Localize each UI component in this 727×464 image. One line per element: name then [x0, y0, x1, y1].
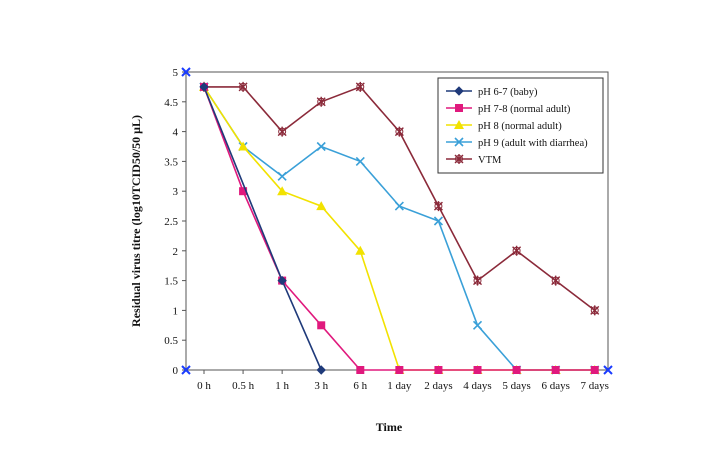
x-tick-label: 6 days [541, 380, 569, 392]
x-tick-label: 0 h [197, 380, 211, 392]
data-point-ring [434, 202, 443, 211]
data-point [355, 245, 366, 255]
y-tick-label: 0.5 [164, 335, 178, 347]
data-point [317, 321, 326, 330]
legend-marker [454, 137, 464, 147]
data-point [512, 366, 521, 374]
data-point [355, 156, 365, 166]
x-axis-title: Time [376, 420, 403, 434]
data-point [316, 201, 327, 211]
legend-marker [454, 86, 464, 96]
data-point [199, 82, 209, 92]
series-line [203, 86, 322, 371]
y-tick-label: 1.5 [164, 276, 178, 288]
x-tick-label: 1 h [275, 380, 289, 392]
data-point [433, 216, 444, 226]
y-axis-title: Residual virus titre (log10TCID50/50 μL) [129, 115, 143, 327]
y-tick-label: 3.5 [164, 156, 178, 168]
data-point-ring [317, 97, 326, 106]
y-tick-label: 3 [173, 186, 179, 198]
legend-item: VTM [446, 154, 502, 166]
legend-marker [454, 120, 464, 129]
corner-marker [181, 67, 191, 77]
x-tick-label: 3 h [314, 380, 328, 392]
data-point [472, 320, 483, 330]
data-point [356, 366, 365, 374]
x-tick-label: 2 days [424, 380, 452, 392]
data-point [277, 186, 288, 196]
legend-label: VTM [478, 155, 502, 166]
data-point [395, 366, 404, 374]
x-tick-label: 4 days [463, 380, 491, 392]
y-tick-label: 2.5 [164, 216, 178, 228]
y-tick-label: 4 [173, 127, 179, 139]
data-point [394, 201, 404, 211]
legend-marker [455, 104, 463, 112]
series-group [199, 81, 600, 375]
legend-marker-ring [455, 155, 463, 163]
legend-item: pH 6-7 (baby) [446, 86, 538, 98]
x-tick-label: 6 h [353, 380, 367, 392]
series-0 [199, 82, 326, 375]
data-point-ring [356, 82, 365, 91]
legend-label: pH 7-8 (normal adult) [478, 104, 571, 115]
data-point-ring [395, 127, 404, 136]
x-tick-label: 0.5 h [232, 380, 255, 392]
data-point-ring [590, 306, 599, 315]
data-point-ring [512, 246, 521, 255]
data-point-ring [551, 276, 560, 285]
data-point [434, 366, 443, 374]
data-point [277, 171, 287, 181]
data-point-ring [278, 127, 287, 136]
legend-item: pH 7-8 (normal adult) [446, 104, 571, 115]
data-point [239, 187, 248, 196]
y-tick-label: 4.5 [164, 97, 178, 109]
legend-label: pH 8 (normal adult) [478, 121, 562, 132]
legend-label: pH 6-7 (baby) [478, 87, 538, 98]
corner-marker [603, 365, 613, 375]
y-tick-label: 0 [173, 365, 179, 377]
y-tick-label: 1 [173, 305, 179, 317]
x-tick-label: 5 days [502, 380, 530, 392]
legend-item: pH 9 (adult with diarrhea) [446, 137, 588, 149]
y-tick-label: 2 [173, 246, 179, 258]
legend-item: pH 8 (normal adult) [446, 120, 562, 132]
data-point [277, 275, 287, 286]
data-point [316, 141, 326, 152]
data-point-ring [473, 276, 482, 285]
data-point [316, 365, 326, 375]
data-point [238, 141, 249, 151]
data-point [551, 366, 560, 374]
x-tick-label: 7 days [581, 380, 609, 392]
data-point-ring [239, 82, 248, 91]
x-tick-label: 1 day [387, 380, 412, 392]
legend: pH 6-7 (baby) pH 7-8 (normal adult) pH 8 (… [437, 77, 604, 174]
data-point [473, 366, 482, 374]
y-tick-label: 5 [173, 67, 179, 79]
corner-marker [181, 365, 191, 375]
data-point [590, 366, 599, 374]
legend-label: pH 9 (adult with diarrhea) [478, 138, 588, 149]
